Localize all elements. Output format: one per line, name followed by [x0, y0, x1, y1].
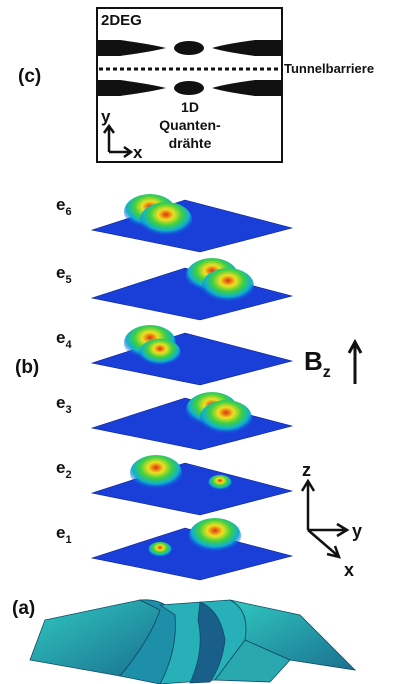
- state-label: e4: [56, 328, 72, 351]
- plane: [90, 332, 294, 386]
- state-label: e1: [56, 523, 72, 546]
- plane: [90, 397, 294, 451]
- state-index: 4: [65, 339, 72, 351]
- plane: [90, 199, 294, 253]
- plane: [90, 267, 294, 321]
- panel-label: (a): [12, 598, 35, 619]
- bump: [140, 202, 192, 238]
- wire-label: drähte: [169, 135, 212, 151]
- axes-3d: [300, 478, 350, 559]
- state-label: e6: [56, 195, 72, 218]
- state-label: e5: [56, 263, 72, 286]
- state-base: e: [56, 328, 65, 347]
- state-index: 3: [65, 404, 71, 416]
- state-label: e2: [56, 458, 72, 481]
- wavefunction-surface: [29, 599, 357, 684]
- axis-label: x: [133, 143, 143, 162]
- state-base: e: [56, 458, 65, 477]
- field-label: Bz: [304, 346, 331, 381]
- state-label: e3: [56, 393, 72, 416]
- bump: [139, 338, 181, 368]
- region-label: 2DEG: [101, 12, 142, 29]
- plane: [90, 527, 294, 581]
- axis-label: x: [344, 560, 354, 580]
- state-index: 5: [65, 274, 71, 286]
- state-index: 6: [65, 206, 71, 218]
- axis-arrows: [102, 123, 134, 159]
- state-base: e: [56, 393, 65, 412]
- bump: [208, 474, 232, 492]
- bump: [130, 455, 182, 491]
- bump: [148, 541, 172, 559]
- axis-label: y: [101, 107, 111, 126]
- axis-label: y: [352, 521, 362, 541]
- wire-label: Quanten-: [159, 117, 221, 133]
- state-index: 2: [65, 469, 71, 481]
- axis-label: z: [302, 460, 311, 480]
- panel-label: (c): [18, 66, 41, 87]
- state-base: e: [56, 263, 65, 282]
- field-base: B: [304, 346, 323, 376]
- state-index: 1: [65, 534, 71, 546]
- bump: [200, 400, 252, 436]
- gates: [97, 40, 282, 96]
- field-arrow: [347, 338, 363, 384]
- barrier-label: Tunnelbarriere: [284, 61, 374, 76]
- plane: [90, 462, 294, 516]
- state-base: e: [56, 523, 65, 542]
- bump: [189, 518, 241, 554]
- bump: [202, 268, 254, 304]
- wire-label: 1D: [181, 99, 199, 115]
- state-base: e: [56, 195, 65, 214]
- field-index: z: [323, 364, 331, 381]
- panel-label: (b): [15, 357, 39, 378]
